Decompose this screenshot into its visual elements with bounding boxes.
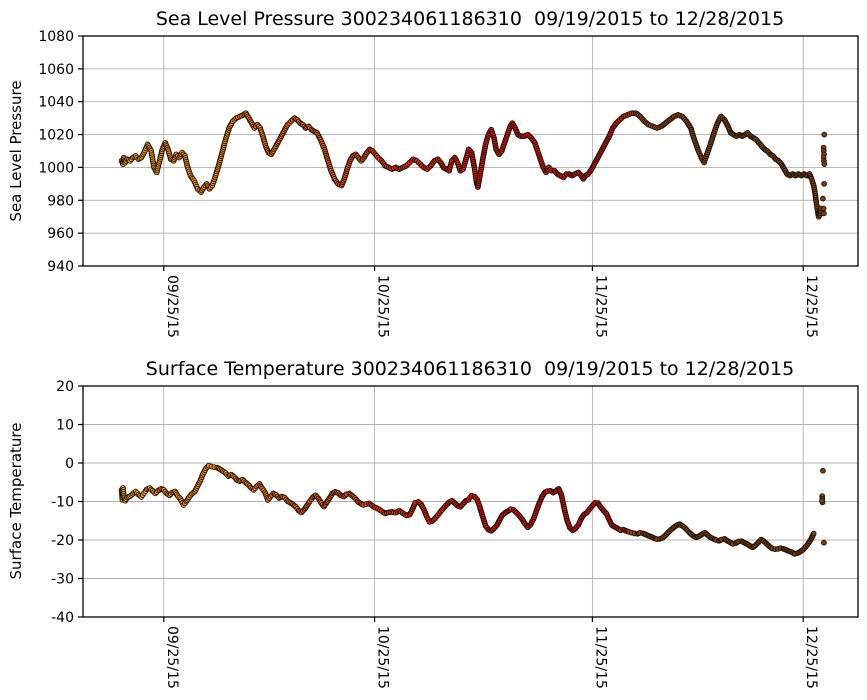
y-tick-label: 940 bbox=[47, 259, 74, 275]
plot-spines bbox=[82, 35, 859, 267]
pressure-y-axis-label: Sea Level Pressure bbox=[7, 80, 25, 221]
x-tick-label: 10/25/15 bbox=[375, 626, 391, 689]
temperature-plot-title: Surface Temperature 300234061186310 09/1… bbox=[146, 358, 794, 380]
data-series-sea-level-pressure bbox=[118, 110, 828, 220]
y-tick-label: 10 bbox=[56, 418, 74, 434]
y-tick-label: -30 bbox=[51, 572, 74, 588]
data-point bbox=[820, 195, 826, 202]
x-tick-label: 09/25/15 bbox=[164, 626, 180, 689]
data-point bbox=[821, 131, 828, 138]
tick-labels: -40 -30 -20 -10 0 10 20 09/25/15 10/25/15 11/25/1… bbox=[51, 379, 819, 689]
y-tick-label: 0 bbox=[65, 456, 74, 472]
x-tick-label: 10/25/15 bbox=[375, 275, 391, 338]
data-point bbox=[820, 205, 827, 212]
x-tick-label: 11/25/15 bbox=[592, 275, 608, 338]
tick-marks bbox=[78, 385, 804, 622]
y-tick-label: 960 bbox=[47, 226, 74, 242]
x-tick-label: 09/25/15 bbox=[164, 275, 180, 338]
y-tick-label: 1020 bbox=[38, 128, 74, 144]
x-tick-label: 12/25/15 bbox=[803, 626, 819, 689]
data-point bbox=[821, 161, 828, 167]
temperature-plot: -40 -30 -20 -10 0 10 20 09/25/15 10/25/15 11/25/1… bbox=[51, 379, 859, 689]
y-tick-label: -10 bbox=[51, 495, 74, 511]
y-tick-label: -20 bbox=[51, 533, 74, 549]
data-point bbox=[821, 539, 827, 546]
y-tick-label: 980 bbox=[47, 193, 74, 209]
y-tick-label: 1060 bbox=[38, 62, 74, 78]
x-tick-label: 12/25/15 bbox=[803, 275, 819, 338]
y-tick-label: 1000 bbox=[38, 160, 74, 176]
temperature-y-axis-label: Surface Temperature bbox=[7, 423, 25, 580]
data-series-surface-temperature bbox=[118, 462, 827, 557]
data-point bbox=[821, 210, 827, 217]
pressure-plot-title: Sea Level Pressure 300234061186310 09/19… bbox=[156, 8, 784, 30]
x-tick-label: 11/25/15 bbox=[592, 626, 608, 689]
y-tick-label: 1080 bbox=[38, 29, 74, 45]
tick-labels: 940 960 980 1000 1020 1040 1060 1080 09/25/15 10/… bbox=[38, 29, 819, 338]
pressure-plot: 940 960 980 1000 1020 1040 1060 1080 09/25/15 10/… bbox=[38, 29, 859, 338]
data-point bbox=[819, 497, 825, 504]
y-tick-label: 1040 bbox=[38, 95, 74, 111]
data-point bbox=[820, 467, 826, 474]
tick-marks bbox=[78, 35, 804, 271]
y-tick-label: -40 bbox=[51, 610, 74, 626]
y-tick-label: 20 bbox=[56, 379, 74, 395]
data-point bbox=[821, 181, 827, 187]
